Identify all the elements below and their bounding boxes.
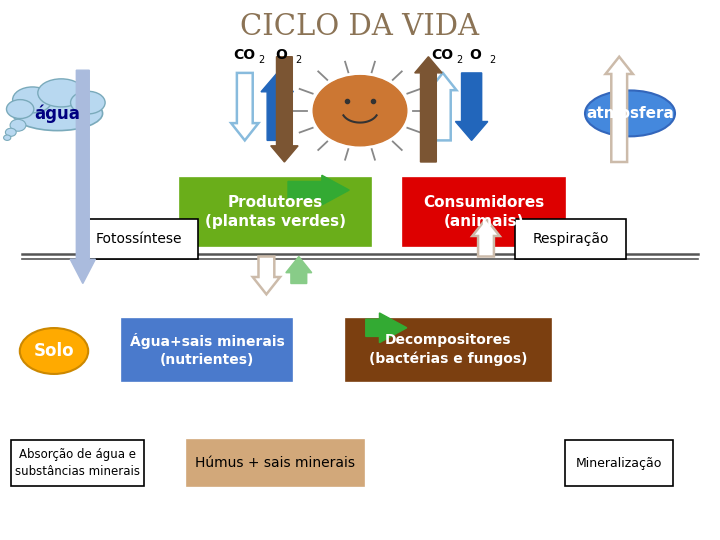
Polygon shape: [429, 73, 456, 140]
Text: atmosfera: atmosfera: [586, 106, 674, 121]
Text: CO: CO: [432, 48, 454, 62]
Ellipse shape: [10, 119, 26, 131]
Polygon shape: [253, 256, 280, 294]
Ellipse shape: [12, 87, 53, 113]
Text: Respiração: Respiração: [532, 232, 609, 246]
Text: Consumidores
(animais): Consumidores (animais): [423, 195, 545, 229]
FancyBboxPatch shape: [11, 440, 144, 486]
Ellipse shape: [585, 90, 675, 136]
Text: CICLO DA VIDA: CICLO DA VIDA: [240, 13, 480, 41]
Polygon shape: [415, 57, 442, 162]
Circle shape: [313, 76, 407, 146]
Text: 2: 2: [490, 55, 496, 65]
Ellipse shape: [6, 128, 16, 137]
Text: água: água: [35, 104, 81, 123]
Text: Produtores
(plantas verdes): Produtores (plantas verdes): [205, 195, 346, 229]
FancyBboxPatch shape: [187, 440, 364, 486]
Polygon shape: [271, 57, 298, 162]
Polygon shape: [261, 73, 294, 140]
Ellipse shape: [71, 91, 105, 114]
Polygon shape: [456, 73, 488, 140]
Polygon shape: [288, 175, 349, 205]
Ellipse shape: [13, 96, 102, 131]
Polygon shape: [606, 57, 633, 162]
Polygon shape: [472, 219, 500, 256]
Ellipse shape: [19, 328, 89, 374]
Ellipse shape: [6, 99, 34, 118]
Text: CO: CO: [234, 48, 256, 62]
Text: O: O: [275, 48, 287, 62]
Text: 2: 2: [258, 55, 264, 65]
Ellipse shape: [37, 79, 85, 107]
FancyBboxPatch shape: [515, 219, 626, 259]
FancyBboxPatch shape: [122, 319, 292, 381]
Polygon shape: [286, 256, 312, 284]
Polygon shape: [231, 73, 258, 140]
FancyBboxPatch shape: [403, 178, 565, 246]
Text: Húmus + sais minerais: Húmus + sais minerais: [195, 456, 356, 470]
Text: 2: 2: [456, 55, 462, 65]
Text: Fotossíntese: Fotossíntese: [95, 232, 182, 246]
Text: Mineralização: Mineralização: [576, 456, 662, 470]
Ellipse shape: [4, 135, 11, 140]
Text: Água+sais minerais
(nutrientes): Água+sais minerais (nutrientes): [130, 333, 284, 367]
FancyBboxPatch shape: [565, 440, 673, 486]
FancyBboxPatch shape: [180, 178, 371, 246]
FancyBboxPatch shape: [346, 319, 551, 381]
Polygon shape: [366, 313, 407, 342]
Text: O: O: [469, 48, 481, 62]
FancyBboxPatch shape: [79, 219, 198, 259]
Text: 2: 2: [295, 55, 302, 65]
Text: Absorção de água e
substâncias minerais: Absorção de água e substâncias minerais: [15, 448, 140, 478]
Text: Solo: Solo: [34, 342, 74, 360]
Text: Decompositores
(bactérias e fungos): Decompositores (bactérias e fungos): [369, 333, 528, 366]
Polygon shape: [71, 70, 95, 284]
